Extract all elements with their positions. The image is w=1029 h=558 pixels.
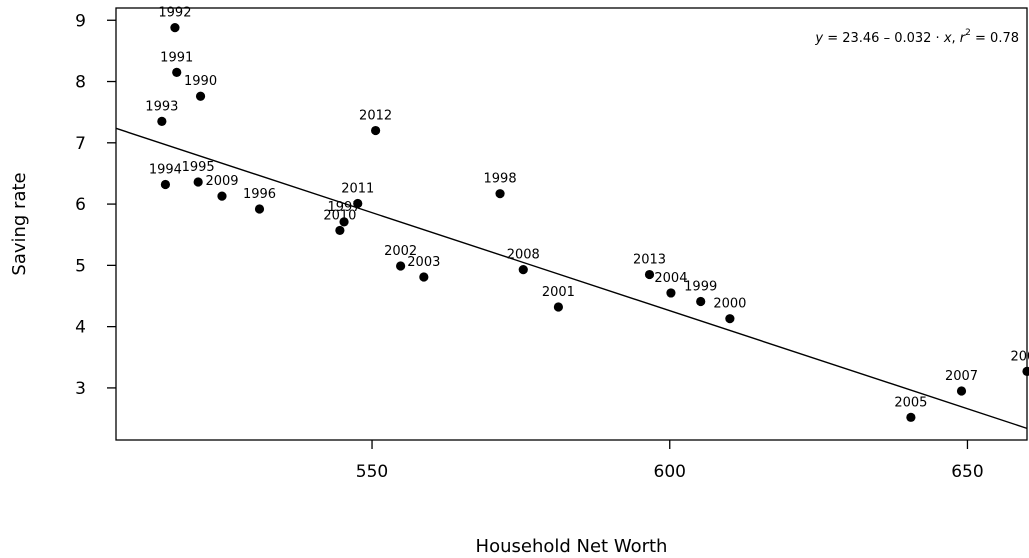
y-tick-label-8: 8 [75, 73, 86, 93]
data-point-1994 [160, 179, 171, 190]
x-axis: 550 600 650 [356, 440, 984, 482]
point-label-2002: 2002 [384, 244, 417, 259]
data-points-group [157, 23, 1029, 422]
data-point-2010 [335, 225, 345, 236]
equation-r-superscript: 2 [965, 28, 971, 38]
x-tick-label-650: 650 [951, 462, 983, 482]
point-label-1996: 1996 [243, 187, 276, 202]
data-point-2012 [371, 125, 381, 136]
y-tick-label-7: 7 [75, 134, 86, 154]
point-label-2003: 2003 [407, 255, 440, 270]
point-label-2013: 2013 [633, 253, 666, 268]
y-tick-label-3: 3 [75, 379, 86, 399]
point-label-2006: 2006 [1010, 349, 1029, 364]
point-label-2008: 2008 [507, 248, 540, 263]
point-label-1999: 1999 [684, 280, 717, 295]
data-point-2009 [217, 191, 227, 201]
data-point-1998 [495, 189, 505, 199]
equation-mid: = 23.46 – 0.032 · [823, 31, 944, 46]
y-tick-label-5: 5 [75, 256, 86, 276]
data-point-2000 [725, 314, 735, 324]
equation-rhs: = 0.78 [971, 31, 1019, 46]
point-label-2001: 2001 [542, 285, 575, 300]
x-tick-label-550: 550 [356, 462, 388, 482]
data-point-2005 [906, 412, 916, 422]
y-tick-label-6: 6 [75, 195, 86, 215]
y-axis: 3 4 5 6 7 8 9 [75, 11, 116, 399]
point-label-1997: 1997 [328, 200, 361, 215]
point-label-1994: 1994 [149, 162, 182, 177]
point-label-1995: 1995 [182, 160, 215, 175]
point-label-1990: 1990 [184, 74, 217, 89]
point-label-2000: 2000 [713, 297, 746, 312]
y-tick-label-4: 4 [75, 318, 86, 338]
data-point-1999 [696, 296, 706, 307]
data-point-2011 [353, 198, 363, 209]
data-point-2003 [419, 272, 429, 282]
equation-r: r [960, 31, 967, 46]
equation-y: y [814, 31, 823, 46]
point-label-2011: 2011 [341, 181, 374, 196]
point-label-2010: 2010 [323, 208, 356, 223]
equation-x: x [943, 31, 952, 46]
regression-line-group [115, 127, 1028, 430]
point-label-2005: 2005 [894, 395, 927, 410]
y-axis-title: Saving rate [9, 172, 30, 275]
point-labels-group: 1990 1991 1992 1993 1994 1995 1996 1997 1998 1999… [145, 6, 1029, 411]
data-point-1993 [157, 116, 167, 126]
regression-line [115, 127, 1028, 430]
point-label-1993: 1993 [145, 99, 178, 114]
point-label-2009: 2009 [205, 174, 238, 189]
x-axis-title: Household Net Worth [476, 536, 668, 557]
x-tick-label-600: 600 [654, 462, 686, 482]
plot-frame [115, 7, 1028, 441]
data-point-2002 [396, 261, 406, 271]
point-label-1991: 1991 [160, 50, 193, 65]
data-point-2001 [553, 302, 564, 312]
data-point-1991 [172, 67, 182, 77]
data-point-1995 [193, 177, 203, 187]
point-label-2012: 2012 [359, 109, 392, 124]
point-label-1992: 1992 [158, 6, 191, 21]
data-point-1990 [195, 91, 206, 101]
point-label-2004: 2004 [654, 271, 687, 286]
regression-equation: y = 23.46 – 0.032 · x, r2 = 0.78 [814, 28, 1019, 46]
data-point-2013 [644, 269, 655, 280]
point-label-2007: 2007 [945, 369, 978, 384]
data-point-2007 [956, 386, 967, 396]
data-point-1996 [254, 204, 265, 214]
y-tick-label-9: 9 [75, 11, 86, 31]
equation-sep: , [952, 31, 960, 46]
data-point-1992 [170, 23, 180, 33]
data-point-2004 [666, 288, 676, 298]
point-label-1998: 1998 [484, 172, 517, 187]
data-point-1997 [339, 217, 349, 227]
data-point-2008 [518, 265, 528, 275]
